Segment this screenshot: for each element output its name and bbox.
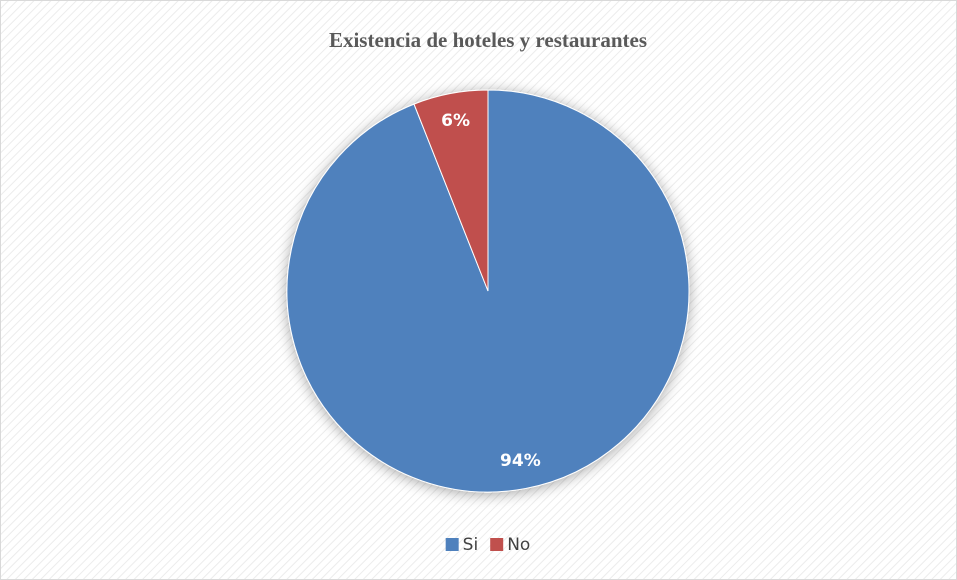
legend-swatch (445, 538, 459, 551)
pie-slice (413, 89, 489, 292)
legend: Si No (445, 535, 530, 555)
legend-label: Si (463, 535, 479, 555)
data-label: 6% (441, 111, 470, 131)
legend-swatch (490, 538, 504, 551)
pie (286, 89, 690, 493)
chart-title: Existencia de hoteles y restaurantes (329, 28, 647, 52)
data-label: 94% (500, 451, 541, 471)
data-labels: 94% 6% (441, 111, 541, 471)
legend-label: No (507, 535, 530, 555)
